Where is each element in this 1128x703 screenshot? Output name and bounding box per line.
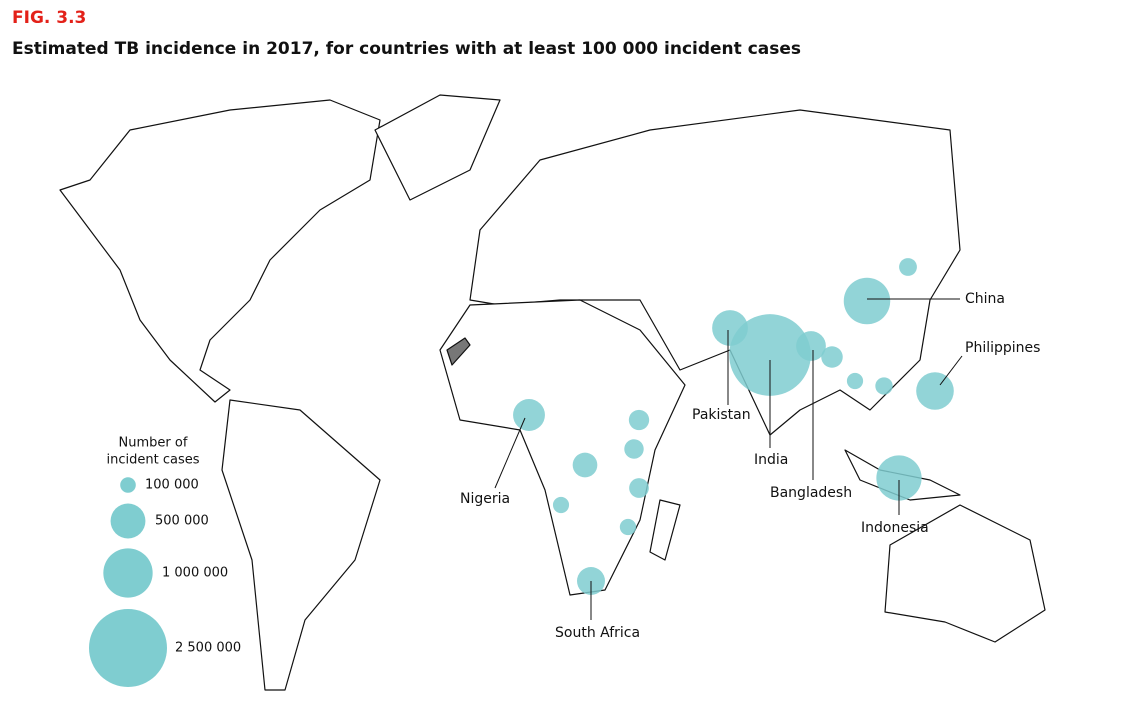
- country-label: Pakistan: [692, 407, 751, 423]
- country-label: Philippines: [965, 340, 1040, 356]
- africa: [439, 299, 686, 596]
- incidence-bubble: [619, 518, 637, 536]
- country-label: Bangladesh: [770, 485, 852, 501]
- incidence-bubble: [552, 496, 570, 514]
- legend-bubble: [120, 477, 136, 493]
- incidence-bubble: [624, 439, 644, 459]
- country-label: Nigeria: [460, 491, 510, 507]
- incidence-bubble: [875, 377, 893, 395]
- incidence-bubble: [846, 372, 864, 390]
- incidence-bubble: [572, 452, 598, 478]
- world-map: [59, 94, 1046, 691]
- north-america: [59, 99, 381, 403]
- incidence-bubble: [629, 478, 649, 498]
- legend-label: 100 000: [145, 478, 199, 493]
- leader-line: [494, 417, 526, 489]
- legend-title: Number of: [119, 436, 188, 451]
- bubble-layer: India China Indonesia Philippines Pakistan Ni…: [460, 258, 1040, 641]
- incidence-bubble: [899, 258, 917, 276]
- south-america: [221, 399, 381, 691]
- legend-title: incident cases: [107, 453, 200, 468]
- incidence-bubble: [796, 331, 826, 361]
- australia: [884, 504, 1046, 643]
- incidence-bubble: [843, 277, 891, 325]
- legend: Number of incident cases 100 000 500 000 1 0…: [89, 436, 241, 687]
- incidence-bubble: [628, 409, 650, 431]
- country-label: India: [754, 452, 788, 468]
- figure-title: Estimated TB incidence in 2017, for coun…: [12, 39, 801, 59]
- country-label: South Africa: [555, 625, 640, 641]
- legend-bubble: [103, 548, 153, 598]
- country-label: Indonesia: [861, 520, 929, 536]
- legend-bubble: [89, 609, 167, 687]
- incidence-bubble: [729, 314, 811, 396]
- incidence-bubble: [821, 346, 843, 368]
- leader-line: [939, 355, 963, 386]
- greenland: [374, 94, 501, 201]
- madagascar: [649, 499, 681, 561]
- legend-label: 2 500 000: [175, 641, 241, 656]
- incidence-bubble: [513, 399, 545, 431]
- country-label: China: [965, 291, 1005, 307]
- incidence-bubble: [876, 455, 922, 501]
- legend-label: 1 000 000: [162, 566, 228, 581]
- incidence-bubble: [712, 310, 748, 346]
- incidence-bubble: [916, 372, 954, 410]
- western-sahara: [446, 337, 471, 366]
- legend-label: 500 000: [155, 514, 209, 529]
- figure-label: FIG. 3.3: [12, 8, 86, 28]
- legend-bubble: [110, 503, 146, 539]
